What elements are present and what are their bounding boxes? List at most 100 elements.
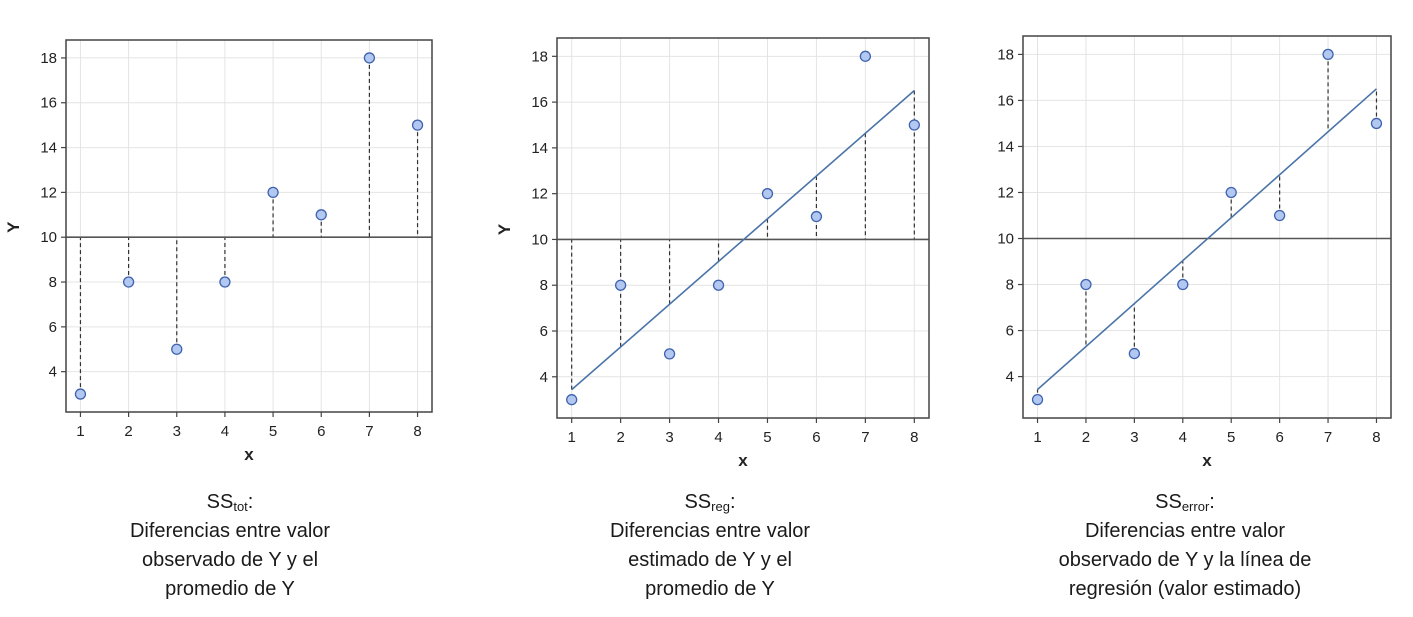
y-tick-label: 12 [40,184,57,201]
caption-ss-title: SSerror: [1155,491,1215,514]
data-point [859,50,872,62]
caption-ss-subscript: error [1181,499,1210,514]
data-point [1128,347,1141,360]
data-point [663,348,676,360]
chart-panel-sstot: 1 2 3 4 5 6 7 8 4 6 8 10 12 14 16 18 x Y SStot: Diferenci… [0,0,460,617]
caption-line-2: observado de Y y el [141,549,319,571]
data-point [315,209,327,221]
x-tick-label: 3 [665,429,673,446]
x-tick-label: 4 [714,429,722,446]
data-point [1031,393,1044,406]
x-tick-label: 6 [812,429,820,446]
x-tick-label: 6 [317,423,325,440]
y-tick-label: 12 [997,184,1014,201]
caption-ss-subscript: tot [233,499,248,514]
x-tick-label: 8 [1372,429,1380,446]
y-tick-label: 8 [540,277,548,294]
data-point [122,276,135,288]
x-tick-label: 5 [1227,429,1235,446]
caption-line-2: estimado de Y y el [628,549,792,571]
y-tick-label: 14 [531,140,548,157]
plot-frame [1022,35,1392,419]
x-tick-label: 1 [1033,429,1041,446]
y-axis-title: Y [4,221,23,233]
y-tick-label: 18 [997,46,1014,63]
x-tick-label: 4 [221,423,229,440]
y-tick-label: 14 [997,138,1014,155]
x-tick-label: 5 [269,423,277,440]
y-tick-label: 8 [49,274,57,291]
data-point [1225,186,1237,199]
x-tick-label: 2 [1082,429,1090,446]
caption-line-1: Diferencias entre valor [1084,520,1286,542]
caption-line-1: Diferencias entre valor [609,520,811,542]
regression-line [1036,88,1378,391]
data-point [761,188,774,200]
y-tick-label: 18 [40,50,57,67]
y-tick-label: 6 [49,319,57,336]
data-point [363,52,376,64]
y-tick-label: 16 [531,94,548,111]
x-tick-label: 1 [76,423,84,440]
caption-line-3: regresión (valor estimado) [1068,578,1302,600]
data-point [712,279,725,291]
plot-area [557,38,929,418]
caption-ssreg: SSreg: Diferencias entre valor estimado … [470,488,950,604]
y-tick-label: 10 [531,231,548,248]
data-point [411,119,424,131]
y-tick-label: 16 [997,92,1014,109]
x-axis-title: x [738,451,748,470]
x-tick-label: 5 [763,429,771,446]
y-tick-label: 10 [997,231,1014,248]
data-point [267,186,279,199]
data-point [1080,278,1092,291]
x-tick-label: 4 [1179,429,1187,446]
y-tick-label: 14 [40,140,57,157]
x-tick-label: 7 [861,429,869,446]
y-tick-label: 4 [49,364,57,381]
data-point [1370,117,1383,130]
y-tick-label: 4 [540,369,548,386]
plot-area [1023,36,1391,418]
chart-panel-sserror: 1 2 3 4 5 6 7 8 4 6 8 10 12 14 16 18 x SSerror: Diferenc… [960,0,1410,617]
data-point [219,276,231,288]
plot-area [66,40,432,412]
x-tick-label: 8 [910,429,918,446]
caption-ss-title: SSreg: [684,491,736,514]
caption-line-3: promedio de Y [165,578,295,600]
caption-sserror: SSerror: Diferencias entre valor observa… [960,488,1410,604]
data-point [1273,209,1286,222]
data-point [614,279,627,291]
x-tick-label: 2 [616,429,624,446]
y-tick-label: 4 [1006,369,1014,386]
data-point [171,343,183,355]
plot-frame [65,39,433,413]
data-point [74,388,87,400]
x-tick-label: 2 [124,423,132,440]
y-tick-label: 18 [531,48,548,65]
y-axis-title: Y [495,223,514,235]
caption-ss-subscript: reg [711,499,730,514]
x-axis-title: x [244,445,254,464]
x-tick-label: 7 [365,423,373,440]
caption-line-3: promedio de Y [645,578,775,600]
data-point [1322,48,1334,61]
y-tick-label: 10 [40,229,57,246]
y-tick-label: 12 [531,186,548,203]
x-tick-label: 3 [173,423,181,440]
x-tick-label: 7 [1324,429,1332,446]
y-tick-label: 6 [540,323,548,340]
data-point [566,394,578,406]
x-tick-label: 8 [413,423,421,440]
x-tick-label: 3 [1130,429,1138,446]
data-point [908,119,920,131]
x-axis-title: x [1202,451,1212,470]
caption-line-2: observado de Y y la línea de [1058,549,1312,571]
x-tick-label: 1 [568,429,576,446]
y-tick-label: 6 [1006,323,1014,340]
caption-ss-title: SStot: [206,491,254,514]
y-tick-label: 16 [40,95,57,112]
